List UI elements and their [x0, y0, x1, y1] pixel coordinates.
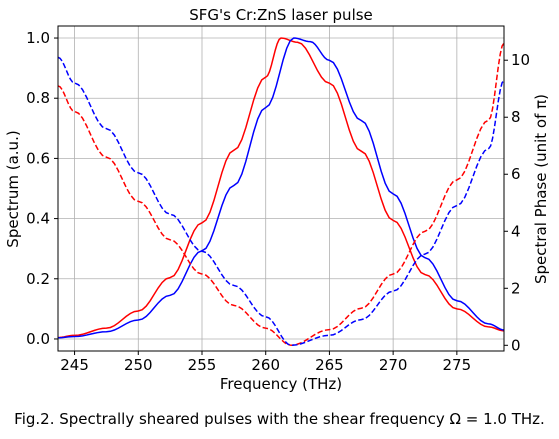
y-right-tick-label: 4: [511, 222, 521, 240]
x-tick-label: 245: [60, 356, 89, 374]
y-left-tick-label: 0.2: [26, 270, 50, 288]
figure-caption: Fig.2. Spectrally sheared pulses with th…: [14, 410, 545, 428]
y-right-tick-label: 10: [511, 51, 530, 69]
y-right-axis-label: Spectral Phase (unit of π): [532, 94, 550, 284]
x-tick-label: 270: [379, 356, 408, 374]
y-left-tick-label: 0.6: [26, 149, 50, 167]
y-left-tick-label: 0.4: [26, 210, 50, 228]
y-right-tick-label: 2: [511, 279, 521, 297]
series-3-line: [57, 42, 505, 347]
plot-frame: [57, 25, 505, 352]
chart: SFG's Cr:ZnS laser pulse 245 250 255 260 265…: [4, 6, 550, 393]
x-tick-label: 265: [315, 356, 344, 374]
x-tick-label: 255: [188, 356, 217, 374]
x-tick-label: 250: [124, 356, 153, 374]
y-left-tick-label: 1.0: [26, 29, 50, 47]
plot-area: 245 250 255 260 265 270 275 0.0 0.2 0.4 0.6 0.8 1.0 0…: [26, 25, 530, 374]
y-left-tick-label: 0.8: [26, 89, 50, 107]
y-right-tick-label: 8: [511, 108, 521, 126]
y-left-tick-label: 0.0: [26, 330, 50, 348]
series-4-line: [57, 56, 505, 347]
x-tick-label: 260: [251, 356, 280, 374]
y-right-tick-label: 6: [511, 165, 521, 183]
y-left-axis-label: Spectrum (a.u.): [4, 130, 22, 247]
series-1-line: [57, 37, 505, 339]
x-axis-label: Frequency (THz): [220, 375, 342, 393]
x-tick-label: 275: [443, 356, 472, 374]
y-right-tick-label: 0: [511, 336, 521, 354]
series-2-line: [57, 37, 505, 339]
chart-title: SFG's Cr:ZnS laser pulse: [189, 6, 373, 24]
